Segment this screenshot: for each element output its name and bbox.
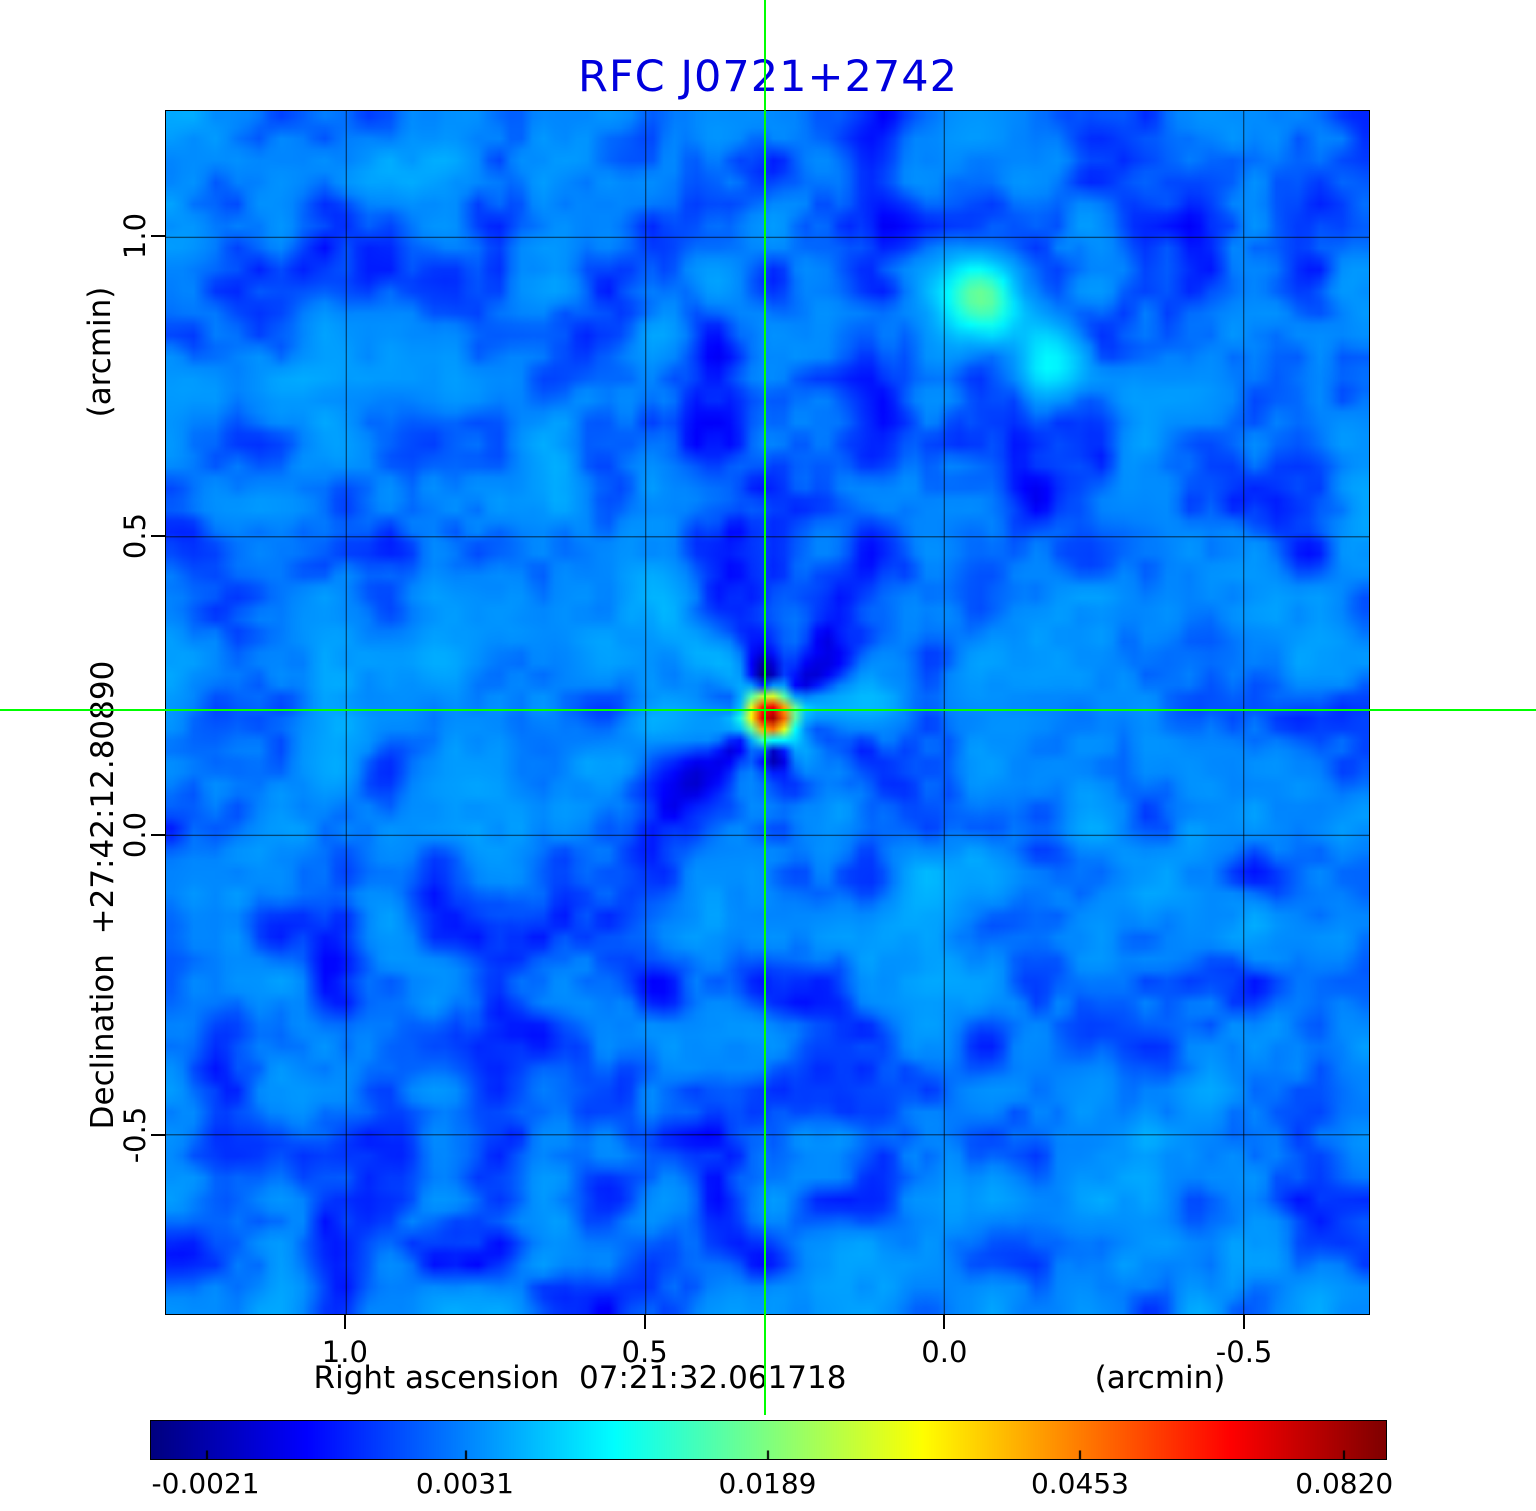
colorbar-tick-label: 0.0031 [415,1467,514,1500]
x-tick-label: -0.5 [1215,1335,1273,1369]
colorbar-tick-label: -0.0021 [151,1467,260,1500]
figure-title: RFC J0721+2742 [578,52,958,102]
x-tick-label: 0.0 [921,1335,968,1369]
x-tick-mark [1243,1315,1246,1329]
plot-area [165,110,1370,1315]
y-tick-label: 0.0 [118,812,152,859]
colorbar-tick-label: 0.0820 [1295,1467,1394,1500]
colorbar-tick-label: 0.0189 [718,1467,817,1500]
y-tick-mark [151,234,165,237]
x-tick-mark [643,1315,646,1329]
colorbar-canvas [151,1421,1386,1459]
y-tick-label: 0.5 [118,512,152,559]
intensity-map-canvas [166,111,1369,1314]
y-tick-mark [151,834,165,837]
y-tick-label: 1.0 [118,212,152,259]
x-tick-label: 1.0 [321,1335,368,1369]
colorbar [150,1420,1387,1460]
y-tick-mark [151,1134,165,1137]
x-axis-unit-label: (arcmin) [1094,1360,1226,1396]
colorbar-tick-label: 0.0453 [1030,1467,1129,1500]
x-tick-label: 0.5 [621,1335,668,1369]
x-tick-mark [943,1315,946,1329]
y-tick-mark [151,534,165,537]
y-axis-unit-label: (arcmin) [82,286,118,418]
crosshair-vertical-line [763,0,766,1415]
y-tick-label: -0.5 [118,1106,152,1164]
crosshair-horizontal-line [0,708,1536,711]
x-tick-mark [343,1315,346,1329]
y-axis-title: Declination +27:42:12.80890 [85,660,121,1130]
x-axis-title: Right ascension 07:21:32.061718 [313,1360,847,1396]
